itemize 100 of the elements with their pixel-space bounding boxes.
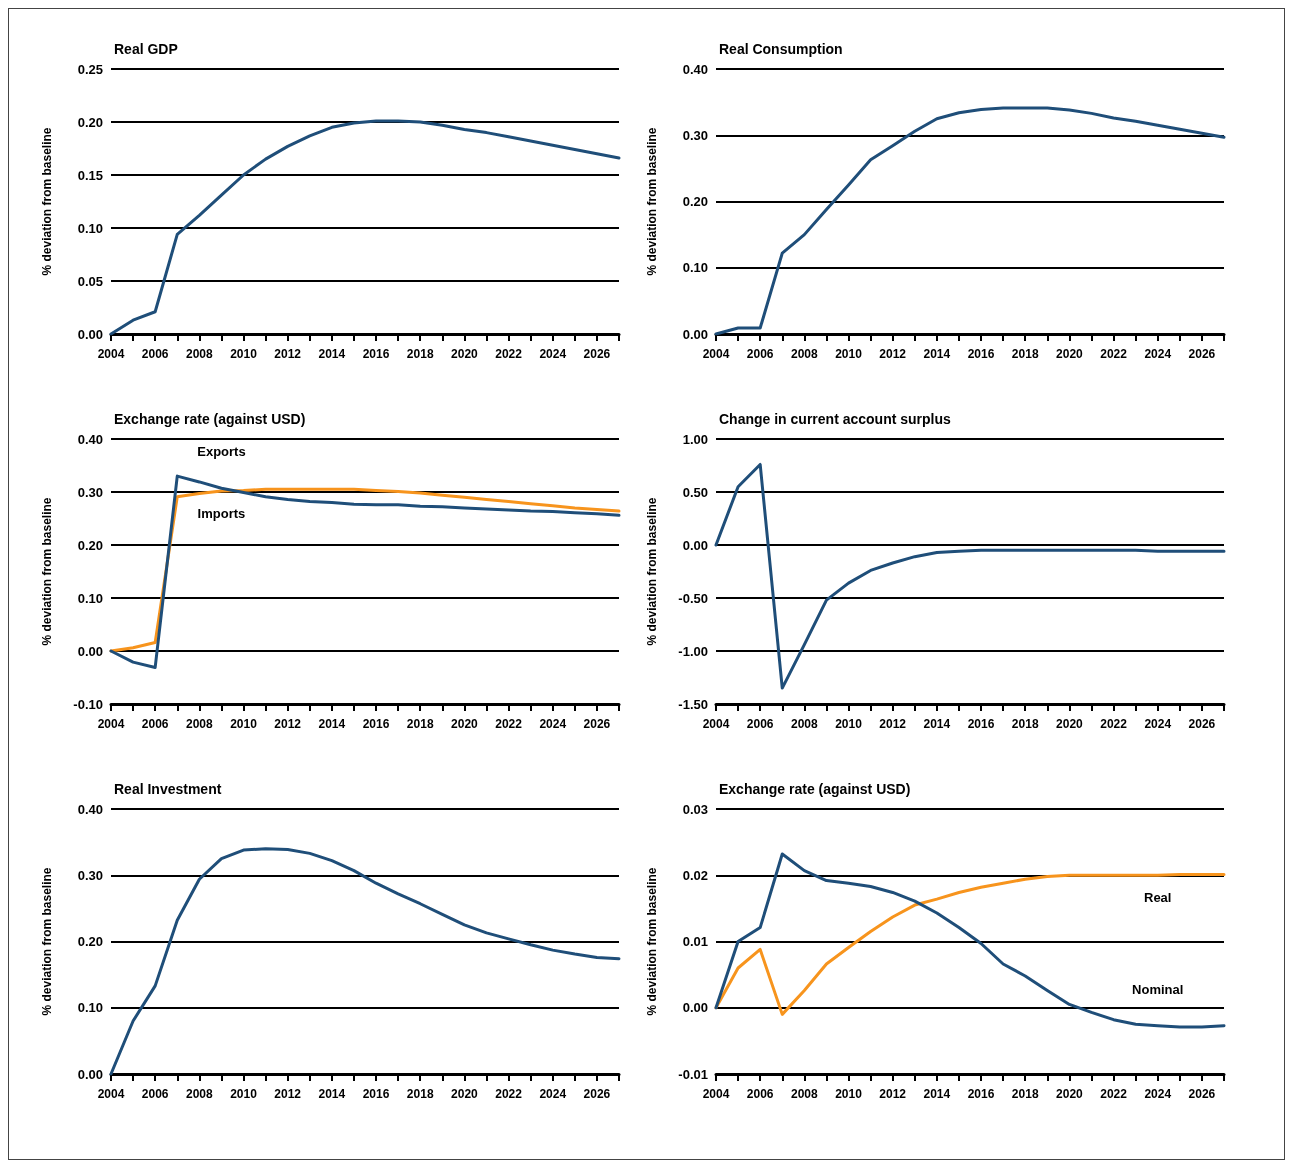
chart-title: Real GDP [114,41,178,57]
x-tick-label: 2010 [835,717,863,731]
y-tick-label: 0.40 [77,801,103,817]
x-tick-label: 2014 [923,717,951,731]
x-tick-label: 2004 [702,717,730,731]
x-tick-label: 2020 [1056,717,1084,731]
x-tick-label: 2020 [451,347,479,361]
y-tick-label: 0.10 [77,590,103,606]
y-axis-title: % deviation from baseline [40,497,54,646]
series-label: Imports [197,505,246,521]
y-tick-label: 0.20 [77,114,103,130]
x-tick-label: 2018 [1011,717,1039,731]
x-tick-label: 2026 [583,347,611,361]
x-tick-label: 2012 [879,347,907,361]
y-tick-label: 0.10 [77,220,103,236]
x-tick-label: 2026 [1188,347,1216,361]
x-tick-label: 2012 [274,717,302,731]
x-tick-label: 2012 [879,717,907,731]
x-tick-label: 2014 [923,347,951,361]
y-tick-label: 0.00 [77,1066,103,1082]
x-tick-label: 2004 [702,347,730,361]
x-tick-label: 2008 [791,347,819,361]
x-tick-label: 2004 [702,1087,730,1101]
x-tick-label: 2020 [1056,1087,1084,1101]
y-tick-label: 0.02 [682,867,708,883]
x-tick-label: 2008 [791,717,819,731]
line-series [714,852,1226,1029]
y-tick-label: 0.00 [682,326,708,342]
y-tick-label: 0.50 [682,484,708,500]
x-tick-label: 2024 [1144,717,1172,731]
x-tick-label: 2006 [746,717,774,731]
x-tick-label: 2022 [1100,1087,1128,1101]
y-tick-label: 0.10 [77,1000,103,1016]
x-tick-label: 2016 [967,717,995,731]
x-tick-label: 2026 [583,1087,611,1101]
y-tick-label: 0.30 [77,484,103,500]
y-tick-label: 0.20 [77,537,103,553]
y-tick-label: 0.40 [682,61,708,77]
x-tick-label: 2016 [967,347,995,361]
y-tick-label: 0.20 [77,934,103,949]
y-tick-label: -0.10 [73,696,103,712]
x-tick-label: 2024 [539,717,567,731]
y-tick-label: 0.00 [77,326,103,342]
y-tick-label: 0.03 [682,801,708,817]
x-tick-label: 2022 [495,1087,523,1101]
x-tick-label: 2026 [583,717,611,731]
x-tick-label: 2008 [186,1087,214,1101]
series-label: Exports [197,444,246,460]
line-series [714,462,1226,690]
x-tick-label: 2006 [141,347,169,361]
y-tick-label: -0.01 [678,1066,708,1082]
x-tick-label: 2004 [97,1087,125,1101]
x-tick-label: 2016 [362,347,390,361]
x-tick-label: 2014 [923,1087,951,1101]
x-tick-label: 2010 [835,1087,863,1101]
x-tick-label: 2012 [274,1087,302,1101]
y-tick-label: 0.10 [682,260,708,276]
x-tick-label: 2008 [791,1087,819,1101]
x-tick-label: 2026 [1188,1087,1216,1101]
text: Nominal [1132,981,1184,997]
x-tick-label: 2006 [746,1087,774,1101]
x-tick-label: 2024 [1144,1087,1172,1101]
x-tick-label: 2016 [362,1087,390,1101]
x-tick-label: 2014 [318,347,346,361]
x-tick-label: 2024 [539,347,567,361]
chart-title: Exchange rate (against USD) [114,411,306,427]
y-tick-label: 0.00 [682,537,708,553]
x-tick-label: 2014 [318,717,346,731]
x-tick-label: 2010 [230,1087,258,1101]
y-tick-label: -1.50 [678,696,708,712]
x-tick-label: 2014 [318,1087,346,1101]
x-tick-label: 2016 [362,717,390,731]
x-tick-label: 2024 [539,1087,567,1101]
y-tick-label: 0.15 [77,167,103,183]
x-tick-label: 2010 [835,347,863,361]
y-tick-label: 1.00 [682,431,708,447]
y-tick-label: 0.00 [77,643,103,659]
x-tick-label: 2008 [186,347,214,361]
x-tick-label: 2018 [406,1087,434,1101]
y-tick-label: 0.40 [77,431,103,447]
x-tick-label: 2022 [495,717,523,731]
y-axis-title: % deviation from baseline [40,127,54,276]
x-tick-label: 2004 [97,347,125,361]
series-label: Real [1144,890,1172,906]
chart-title: Exchange rate (against USD) [719,781,911,797]
x-tick-label: 2022 [495,347,523,361]
x-tick-label: 2020 [1056,347,1084,361]
x-tick-label: 2012 [879,1087,907,1101]
y-axis-title: % deviation from baseline [40,867,54,1016]
x-tick-label: 2020 [451,1087,479,1101]
y-tick-label: 0.30 [77,867,103,883]
x-tick-label: 2026 [1188,717,1216,731]
y-axis-title: % deviation from baseline [645,867,659,1016]
x-tick-label: 2020 [451,717,479,731]
chart-title: Real Consumption [719,41,843,57]
chart-title: Change in current account surplus [719,411,952,427]
y-tick-label: -0.50 [678,590,708,606]
x-tick-label: 2010 [230,717,258,731]
y-tick-label: 0.05 [77,273,103,289]
y-axis-title: % deviation from baseline [645,497,659,646]
